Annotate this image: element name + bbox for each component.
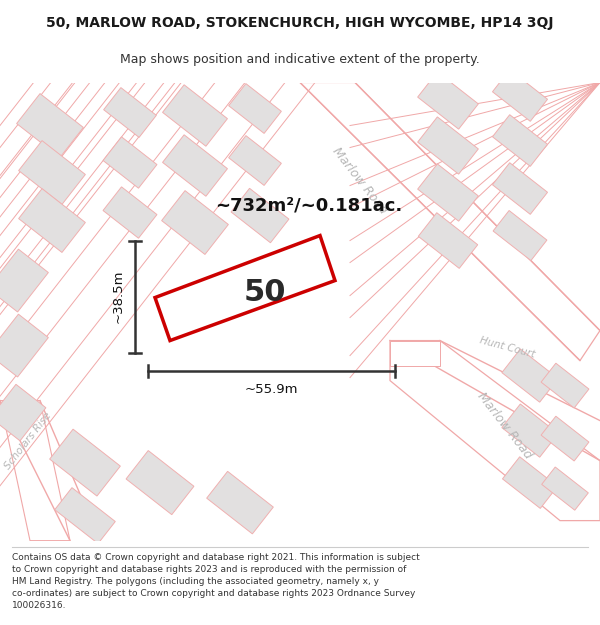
Polygon shape [155,236,335,341]
Polygon shape [229,84,281,133]
Polygon shape [390,341,600,521]
Polygon shape [493,70,548,121]
Polygon shape [493,115,548,166]
Polygon shape [502,404,558,458]
Polygon shape [541,416,589,461]
Polygon shape [502,349,558,402]
Text: Scholars Rise: Scholars Rise [3,410,53,471]
Polygon shape [206,471,274,534]
Polygon shape [163,135,227,196]
Polygon shape [390,341,440,366]
Polygon shape [418,72,478,129]
Text: Map shows position and indicative extent of the property.: Map shows position and indicative extent… [120,53,480,66]
Text: ~38.5m: ~38.5m [112,270,125,323]
Polygon shape [0,401,70,541]
Text: 50, MARLOW ROAD, STOKENCHURCH, HIGH WYCOMBE, HP14 3QJ: 50, MARLOW ROAD, STOKENCHURCH, HIGH WYCO… [46,16,554,30]
Polygon shape [103,187,157,238]
Polygon shape [493,211,547,261]
Text: ~55.9m: ~55.9m [245,382,298,396]
Polygon shape [541,363,589,408]
Polygon shape [161,191,229,254]
Polygon shape [493,162,548,214]
Polygon shape [126,451,194,514]
Polygon shape [229,136,281,186]
Polygon shape [0,314,49,377]
Polygon shape [300,82,600,361]
Text: ~732m²/~0.181ac.: ~732m²/~0.181ac. [215,196,402,214]
Text: Marlow Road: Marlow Road [475,390,535,461]
Polygon shape [418,213,478,268]
Polygon shape [103,137,157,188]
Polygon shape [0,384,46,441]
Polygon shape [19,141,85,204]
Polygon shape [17,94,83,158]
Polygon shape [542,467,589,510]
Polygon shape [50,429,121,496]
Polygon shape [0,249,49,312]
Text: Hunt Court: Hunt Court [478,336,536,360]
Polygon shape [104,88,157,138]
Polygon shape [231,188,289,242]
Polygon shape [163,85,227,146]
Text: 50: 50 [244,278,286,307]
Polygon shape [55,488,115,544]
Polygon shape [502,457,557,508]
Text: Contains OS data © Crown copyright and database right 2021. This information is : Contains OS data © Crown copyright and d… [12,552,420,610]
Text: Marlow Road: Marlow Road [330,145,390,216]
Polygon shape [19,189,85,253]
Polygon shape [418,164,478,221]
Polygon shape [418,117,478,174]
